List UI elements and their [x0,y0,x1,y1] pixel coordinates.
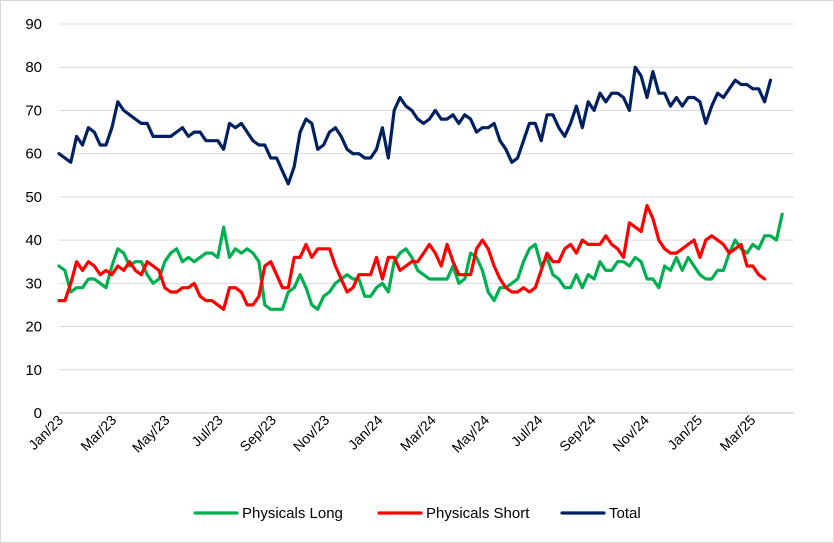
gridlines [59,23,794,414]
x-tick-label: Sep/24 [556,412,599,455]
x-tick-label: May/24 [448,412,492,456]
x-tick-label: Mar/23 [77,412,119,454]
series-line-total [57,65,773,186]
legend: Physicals Long Physicals Short Total [193,505,641,522]
y-tick-label: 30 [25,275,42,292]
x-axis-ticks: Jan/23 Mar/23 May/23 Jul/23 Sep/23 Nov/23 Jan/… [25,412,759,456]
x-tick-label: Mar/25 [716,412,758,454]
series-lines [57,65,784,311]
legend-label: Physicals Long [242,505,343,522]
y-tick-label: 80 [25,59,42,76]
y-axis-ticks: 0 10 20 30 40 50 60 70 80 90 [25,16,42,422]
series-line-physicals-short [57,203,767,311]
series-line-physicals-long [57,212,784,311]
y-tick-label: 0 [34,405,42,422]
y-tick-label: 50 [25,189,42,206]
legend-label: Total [609,505,641,522]
y-tick-label: 70 [25,102,42,119]
x-tick-label: Jul/24 [508,412,546,450]
x-tick-label: Mar/24 [397,412,439,454]
x-tick-label: Sep/23 [236,412,279,455]
y-tick-label: 10 [25,362,42,379]
y-tick-label: 40 [25,232,42,249]
x-tick-label: Jan/25 [664,412,705,453]
y-tick-label: 60 [25,146,42,163]
x-tick-label: Nov/23 [290,412,333,455]
y-tick-label: 20 [25,319,42,336]
legend-item: Total [560,505,641,522]
x-tick-label: Jan/23 [25,412,66,453]
legend-item: Physicals Long [193,505,343,522]
x-tick-label: May/23 [129,412,173,456]
legend-item: Physicals Short [377,505,530,522]
x-tick-label: Jan/24 [345,412,386,453]
x-tick-label: Jul/23 [188,412,226,450]
y-tick-label: 90 [25,16,42,33]
legend-label: Physicals Short [426,505,530,522]
x-tick-label: Nov/24 [609,412,652,455]
